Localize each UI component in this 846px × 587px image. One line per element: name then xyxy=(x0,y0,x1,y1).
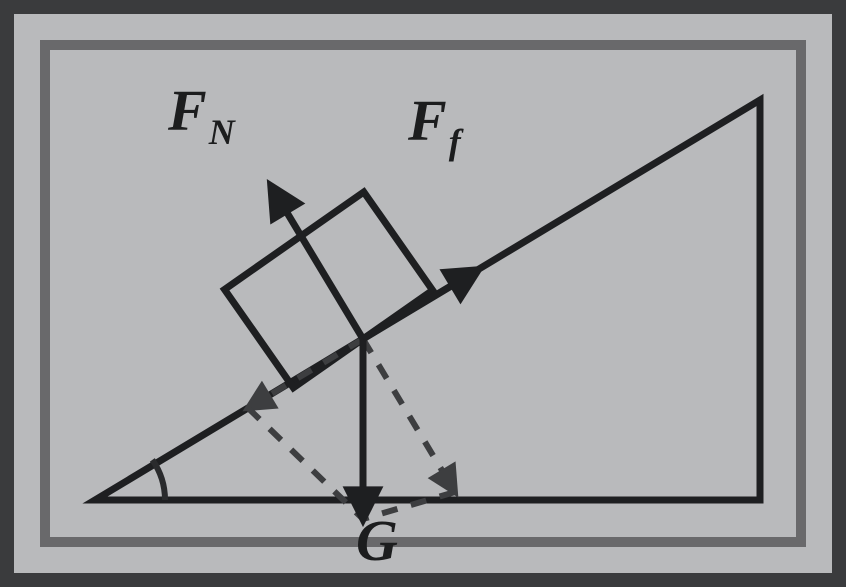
incline-angle-arc xyxy=(152,460,165,500)
label-normal-force: FN xyxy=(167,78,237,152)
force-normal xyxy=(271,186,363,339)
free-body-diagram: FN Ff G xyxy=(0,0,846,587)
gravity-perp-component xyxy=(363,339,455,492)
label-gravity: G xyxy=(356,508,398,573)
label-friction-force: Ff xyxy=(407,88,464,162)
force-friction xyxy=(363,270,478,339)
